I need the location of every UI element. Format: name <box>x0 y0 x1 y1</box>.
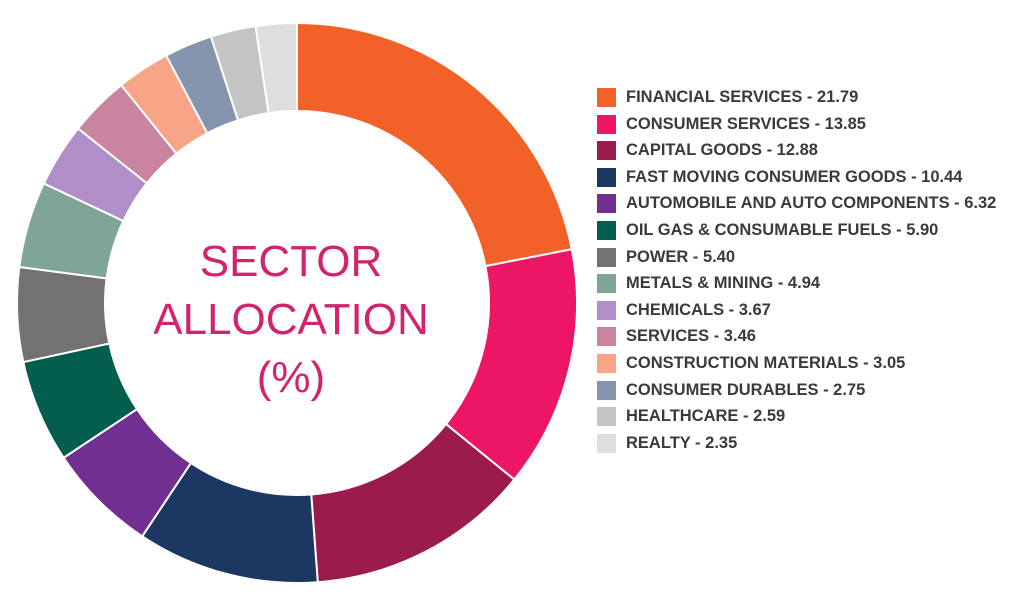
legend-item: FAST MOVING CONSUMER GOODS - 10.44 <box>597 167 1007 189</box>
legend-swatch <box>597 327 616 347</box>
legend-swatch <box>597 194 616 214</box>
legend-label: POWER - 5.40 <box>626 247 736 266</box>
legend-item: SERVICES - 3.46 <box>597 327 1007 348</box>
legend-swatch <box>597 300 616 320</box>
legend-item: HEALTHCARE - 2.59 <box>597 407 1007 428</box>
slice-financial-services <box>296 21 573 268</box>
legend-item: POWER - 5.40 <box>597 247 1007 269</box>
legend-swatch <box>597 380 616 400</box>
legend-item: OIL GAS & CONSUMABLE FUELS - 5.90 <box>597 220 1007 242</box>
legend-label: REALTY - 2.35 <box>626 433 738 452</box>
legend-swatch <box>597 88 616 107</box>
legend-swatch <box>597 353 616 373</box>
legend-swatch <box>597 274 616 294</box>
legend-item: CONSUMER SERVICES - 13.85 <box>597 114 1007 136</box>
legend-item: CAPITAL GOODS - 12.88 <box>597 141 1007 162</box>
chart-legend: FINANCIAL SERVICES - 21.79 CONSUMER SERVI… <box>597 88 1007 460</box>
legend-label: CONSUMER DURABLES - 2.75 <box>626 380 866 399</box>
legend-label: FINANCIAL SERVICES - 21.79 <box>626 88 859 106</box>
legend-label: CAPITAL GOODS - 12.88 <box>626 141 818 160</box>
legend-label: AUTOMOBILE AND AUTO COMPONENTS - 6.32 <box>626 194 997 213</box>
legend-label: FAST MOVING CONSUMER GOODS - 10.44 <box>626 167 963 186</box>
legend-label: SERVICES - 3.46 <box>626 327 756 346</box>
legend-label: HEALTHCARE - 2.59 <box>626 407 786 426</box>
slice-realty <box>254 21 298 115</box>
legend-item: METALS & MINING - 4.94 <box>597 274 1007 295</box>
legend-item: CONSUMER DURABLES - 2.75 <box>597 380 1007 402</box>
chart-title-line-1: SECTOR <box>200 237 383 286</box>
legend-swatch <box>597 220 616 240</box>
chart-title-line-2: ALLOCATION <box>153 295 428 344</box>
legend-swatch <box>597 167 616 187</box>
legend-label: CONSUMER SERVICES - 13.85 <box>626 114 866 133</box>
legend-item: CHEMICALS - 3.67 <box>597 300 1007 322</box>
legend-swatch <box>597 247 616 267</box>
legend-item: REALTY - 2.35 <box>597 433 1007 455</box>
legend-swatch <box>597 407 616 427</box>
legend-label: CHEMICALS - 3.67 <box>626 300 771 319</box>
legend-label: CONSTRUCTION MATERIALS - 3.05 <box>626 353 906 372</box>
legend-swatch <box>597 114 616 134</box>
legend-item: FINANCIAL SERVICES - 21.79 <box>597 88 1007 109</box>
legend-item: AUTOMOBILE AND AUTO COMPONENTS - 6.32 <box>597 194 1007 215</box>
chart-title-line-3: (%) <box>257 353 325 402</box>
legend-label: OIL GAS & CONSUMABLE FUELS - 5.90 <box>626 220 939 239</box>
legend-swatch <box>597 433 616 453</box>
chart-title: SECTOR ALLOCATION (%) <box>153 237 428 402</box>
legend-item: CONSTRUCTION MATERIALS - 3.05 <box>597 353 1007 375</box>
legend-swatch <box>597 141 616 161</box>
legend-label: METALS & MINING - 4.94 <box>626 274 821 293</box>
